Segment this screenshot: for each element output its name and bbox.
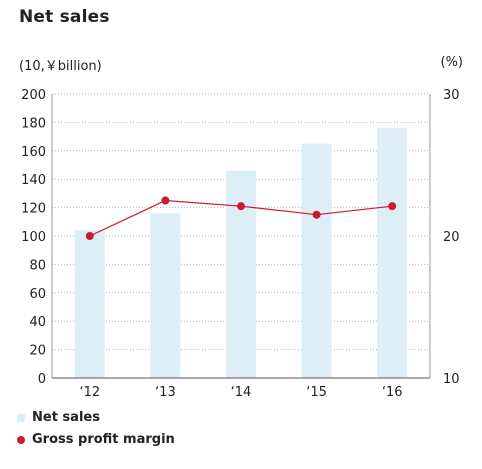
margin-point-2 (237, 202, 245, 211)
bar-series (74, 128, 408, 378)
right-axis-unit: (%) (440, 55, 464, 70)
right-tick-label: 30 (443, 88, 460, 103)
bar-1 (150, 213, 181, 378)
legend-net-sales-label: Net sales (32, 410, 100, 425)
x-tick-label: ‘16 (382, 385, 403, 400)
left-tick-label: 180 (21, 116, 46, 131)
legend-dot-swatch (17, 435, 25, 444)
margin-point-0 (85, 232, 94, 240)
x-tick-label: ‘14 (231, 385, 252, 400)
legend-net-sales: Net sales (17, 410, 100, 425)
left-tick-label: 160 (21, 145, 46, 160)
left-tick-label: 60 (29, 287, 46, 302)
right-tick-label: 20 (443, 230, 460, 245)
legend-bar-swatch (17, 413, 25, 422)
x-tick-label: ‘13 (155, 385, 176, 400)
bar-4 (377, 128, 408, 378)
line-series (85, 196, 397, 240)
legend-gross-profit-margin: Gross profit margin (17, 432, 175, 447)
margin-point-1 (161, 196, 170, 205)
bar-3 (301, 143, 332, 378)
left-tick-label: 20 (29, 344, 46, 359)
tick-labels: 0 20 40 60 80 100 120 140 160 180 200 10 20 30 ‘12 ‘13 ‘… (21, 88, 459, 400)
legend-gross-profit-margin-label: Gross profit margin (32, 432, 175, 447)
right-tick-label: 10 (443, 372, 460, 387)
left-tick-label: 40 (29, 315, 46, 330)
bar-0 (74, 230, 105, 378)
left-tick-label: 120 (21, 202, 46, 217)
chart-title: Net sales (19, 7, 110, 27)
left-tick-label: 100 (21, 230, 46, 245)
x-tick-label: ‘15 (306, 385, 327, 400)
axes (51, 94, 431, 379)
bar-2 (226, 170, 256, 378)
left-tick-label: 200 (21, 88, 46, 103)
margin-point-3 (312, 210, 321, 219)
x-tick-label: ‘12 (79, 385, 100, 400)
margin-point-4 (388, 202, 397, 211)
left-tick-label: 0 (38, 372, 46, 387)
left-axis-unit: (10,￥billion) (19, 59, 102, 74)
left-tick-label: 80 (29, 258, 46, 273)
left-tick-label: 140 (21, 173, 46, 188)
